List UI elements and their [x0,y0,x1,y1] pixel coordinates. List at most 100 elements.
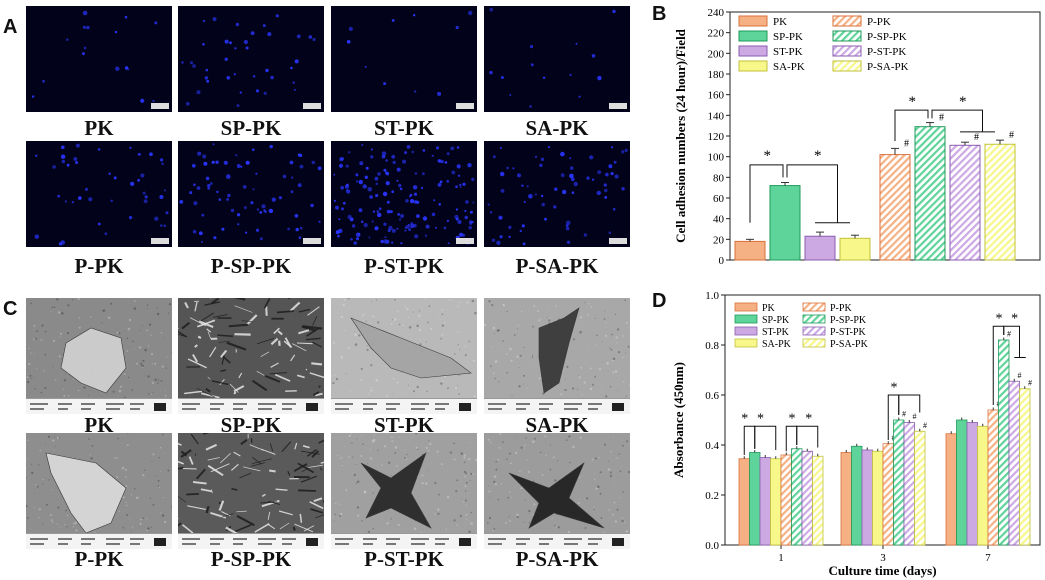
bracket-pk-sppk [749,164,784,223]
y-tick-label: 160 [708,90,725,102]
sem-info-strip [178,533,324,549]
y-tick-label: 220 [708,28,725,40]
significance-hash: # [974,132,979,143]
bar-p-pk [882,443,894,546]
bracket-sppk-rest [786,164,838,223]
legend-swatch [738,15,768,27]
sem-info-strip [178,398,324,414]
y-tick-label: 180 [708,69,725,81]
bar-p-pk [987,409,999,546]
bar-sp-pk [851,445,863,546]
y-tick-label: 0.0 [705,540,719,552]
legend-swatch [802,338,826,348]
bar-sa-pk [839,237,871,261]
fluorescence-image [26,141,172,247]
panel-a-label: P-SP-PK [210,254,292,278]
bar-sa-pk [872,450,884,546]
x-tick-label: 7 [985,552,991,564]
legend-swatch [832,45,862,57]
bar-pk [738,458,750,546]
scale-bar [456,103,474,109]
sem-image [484,298,630,414]
panel-letter-a: A [3,16,18,38]
bracket-day7-b [1003,325,1020,358]
y-tick-label: 0.2 [705,490,719,502]
legend-label: P-ST-PK [867,46,906,58]
significance-hash: # [902,410,906,419]
panel-c-label: P-SA-PK [515,547,599,571]
y-tick-label: 0.4 [705,440,719,452]
y-tick-label: 0 [719,255,725,267]
sem-info-strip [331,533,477,549]
bracket-day1-b [754,425,777,450]
bar-p-st-pk [903,422,915,546]
bar-st-pk [804,235,836,261]
bar-sp-pk [956,419,968,546]
sem-image [331,433,477,549]
legend-label: P-SA-PK [867,61,909,73]
bar-p-sp-pk [914,126,946,261]
significance-hash: # [1009,130,1014,141]
y-tick-label: 1.0 [705,290,719,302]
significance-hash: # [913,412,917,421]
panel-letter-c: C [3,298,18,320]
bar-p-sa-pk [914,430,926,546]
fluorescence-image [26,6,172,112]
bar-sa-pk [977,425,989,546]
legend-label: P-SA-PK [830,339,869,350]
y-tick-label: 80 [713,172,725,184]
legend-label: P-PK [830,303,852,314]
panel-a-label: P-ST-PK [364,254,444,278]
significance-hash: # [904,138,909,149]
x-tick-label: 1 [778,552,784,564]
panel-a-label: P-SA-PK [515,254,599,278]
sem-image [26,298,172,414]
bar-sp-pk [749,452,761,546]
bar-p-st-pk [801,450,813,546]
legend-swatch [734,314,758,324]
legend-label: P-PK [867,16,891,28]
scale-bar [151,238,169,244]
bracket-psppk-rest [931,109,983,132]
legend-swatch [832,60,862,72]
legend-label: SP-PK [773,31,803,43]
bracket-ppk-psppk [894,109,929,142]
legend-label: PK [762,303,776,314]
bracket-day1-c [785,425,798,452]
fluorescence-image [178,6,324,112]
sem-info-strip [484,533,630,549]
significance-hash: # [939,113,944,124]
sem-image [331,298,477,414]
x-axis-label: Culture time (days) [828,563,936,578]
legend-label: SA-PK [773,61,805,73]
bar-p-sa-pk [984,143,1016,261]
fluorescence-image [331,6,477,112]
bar-pk [945,433,957,546]
sem-info-strip [26,533,172,549]
significance-star: * [814,148,822,164]
y-tick-label: 20 [713,234,725,246]
legend-swatch [832,15,862,27]
bar-p-sp-pk [791,448,803,546]
panel-c-label: P-PK [74,547,124,571]
sem-image [178,298,324,414]
y-tick-label: 120 [708,131,725,143]
scale-bar [303,238,321,244]
significance-hash: # [1007,330,1011,339]
legend-swatch [802,302,826,312]
bar-p-pk [879,154,911,261]
significance-star: * [764,148,772,164]
scale-bar [151,103,169,109]
significance-star: * [741,412,748,427]
legend-label: PK [773,16,787,28]
y-axis-label: Absorbance (450nm) [671,362,686,478]
legend-swatch [734,326,758,336]
legend-label: P-ST-PK [830,327,867,338]
bar-p-st-pk [949,144,981,261]
fluorescence-image [178,141,324,247]
bar-pk [840,452,852,546]
legend-swatch [734,338,758,348]
bar-p-sa-pk [1019,388,1031,546]
chart-d-absorbance: 0.0 0.2 0.4 0.6 0.8 1.0 Absorbance (450nm) 1 3 # #… [671,290,1041,578]
significance-hash: # [1018,371,1022,380]
